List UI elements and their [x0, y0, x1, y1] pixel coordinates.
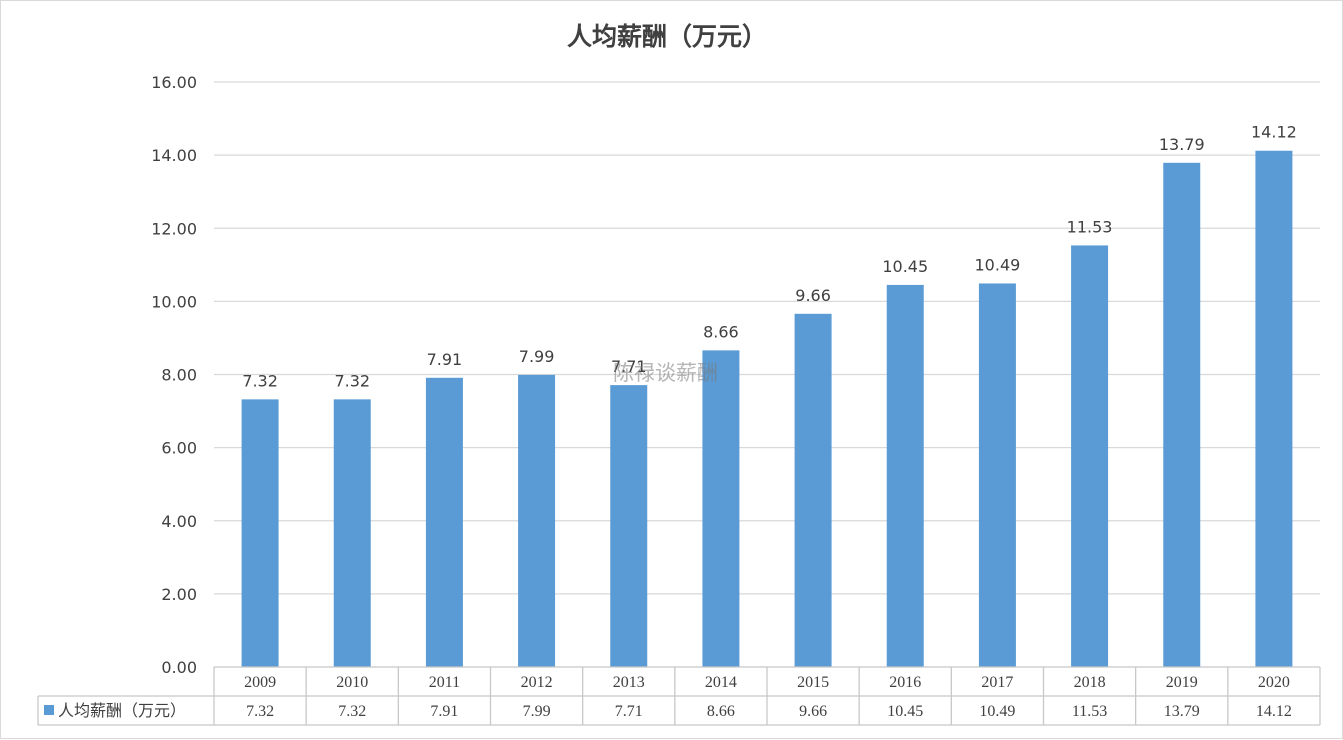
- data-label: 7.32: [242, 371, 278, 390]
- watermark-text: 陈禄谈薪酬: [613, 361, 718, 385]
- bars: [241, 150, 1293, 668]
- bar-2018: [1071, 245, 1109, 667]
- data-label: 7.91: [427, 350, 463, 369]
- bar-2012: [518, 374, 556, 667]
- y-tick-label: 8.00: [161, 366, 197, 385]
- y-tick-label: 10.00: [151, 292, 197, 311]
- x-tick-label: 2020: [1258, 674, 1290, 691]
- x-tick-label: 2012: [521, 674, 553, 691]
- x-tick-label: 2010: [336, 674, 368, 691]
- y-tick-label: 4.00: [161, 512, 197, 531]
- bar-2010: [333, 399, 371, 667]
- chart-title: 人均薪酬（万元）: [567, 22, 767, 51]
- x-tick-label: 2019: [1166, 674, 1198, 691]
- bar-2017: [978, 283, 1016, 667]
- bar-2013: [610, 385, 648, 667]
- data-label: 7.99: [519, 347, 555, 366]
- table-value: 10.49: [979, 703, 1015, 720]
- y-tick-label: 6.00: [161, 439, 197, 458]
- x-tick-label: 2015: [797, 674, 829, 691]
- table-value: 11.53: [1072, 703, 1107, 720]
- x-tick-label: 2018: [1074, 674, 1106, 691]
- data-label: 9.66: [795, 286, 831, 305]
- table-value: 7.99: [523, 703, 551, 720]
- x-tick-label: 2011: [429, 674, 460, 691]
- bar-2019: [1163, 162, 1201, 667]
- gridlines: [214, 81, 1320, 595]
- y-tick-label: 0.00: [161, 658, 197, 677]
- data-label: 7.71: [611, 357, 647, 376]
- bar-2016: [886, 284, 924, 667]
- bar-2009: [241, 399, 279, 667]
- table-value: 9.66: [799, 703, 827, 720]
- table-value: 7.32: [246, 703, 274, 720]
- data-table: 2009 7.32 2010 7.32 2011 7.91 2012 7.99 2013 7.71…: [37, 666, 1321, 726]
- data-label: 13.79: [1159, 135, 1205, 154]
- y-tick-label: 12.00: [151, 219, 197, 238]
- x-tick-label: 2017: [981, 674, 1013, 691]
- legend-label: 人均薪酬（万元）: [58, 701, 186, 720]
- table-value: 7.91: [430, 703, 458, 720]
- data-label: 10.49: [975, 255, 1021, 274]
- table-value: 13.79: [1164, 703, 1200, 720]
- bar-2015: [794, 313, 832, 667]
- data-label: 10.45: [882, 257, 928, 276]
- data-label: 14.12: [1251, 123, 1297, 142]
- bar-2020: [1255, 150, 1293, 668]
- y-tick-label: 2.00: [161, 585, 197, 604]
- data-labels: 7.32 7.32 7.91 7.99 7.71 8.66 9.66 10.45 10.49 11…: [242, 123, 1297, 391]
- y-axis-tick-labels: 0.00 2.00 4.00 6.00 8.00 10.00 12.00 14.00 16.00: [151, 73, 197, 677]
- table-value: 8.66: [707, 703, 735, 720]
- table-value: 7.32: [338, 703, 366, 720]
- y-tick-label: 14.00: [151, 146, 197, 165]
- x-tick-label: 2009: [244, 674, 276, 691]
- data-label: 7.32: [334, 371, 370, 390]
- table-value: 10.45: [887, 703, 923, 720]
- bar-2014: [702, 350, 740, 667]
- data-label: 11.53: [1067, 217, 1113, 236]
- y-tick-label: 16.00: [151, 73, 197, 92]
- legend-swatch: [44, 705, 54, 715]
- bar-2011: [425, 377, 463, 667]
- x-tick-label: 2014: [705, 674, 737, 691]
- table-value: 14.12: [1256, 703, 1292, 720]
- x-tick-label: 2016: [889, 674, 921, 691]
- data-label: 8.66: [703, 322, 739, 341]
- x-tick-label: 2013: [613, 674, 645, 691]
- table-value: 7.71: [615, 703, 643, 720]
